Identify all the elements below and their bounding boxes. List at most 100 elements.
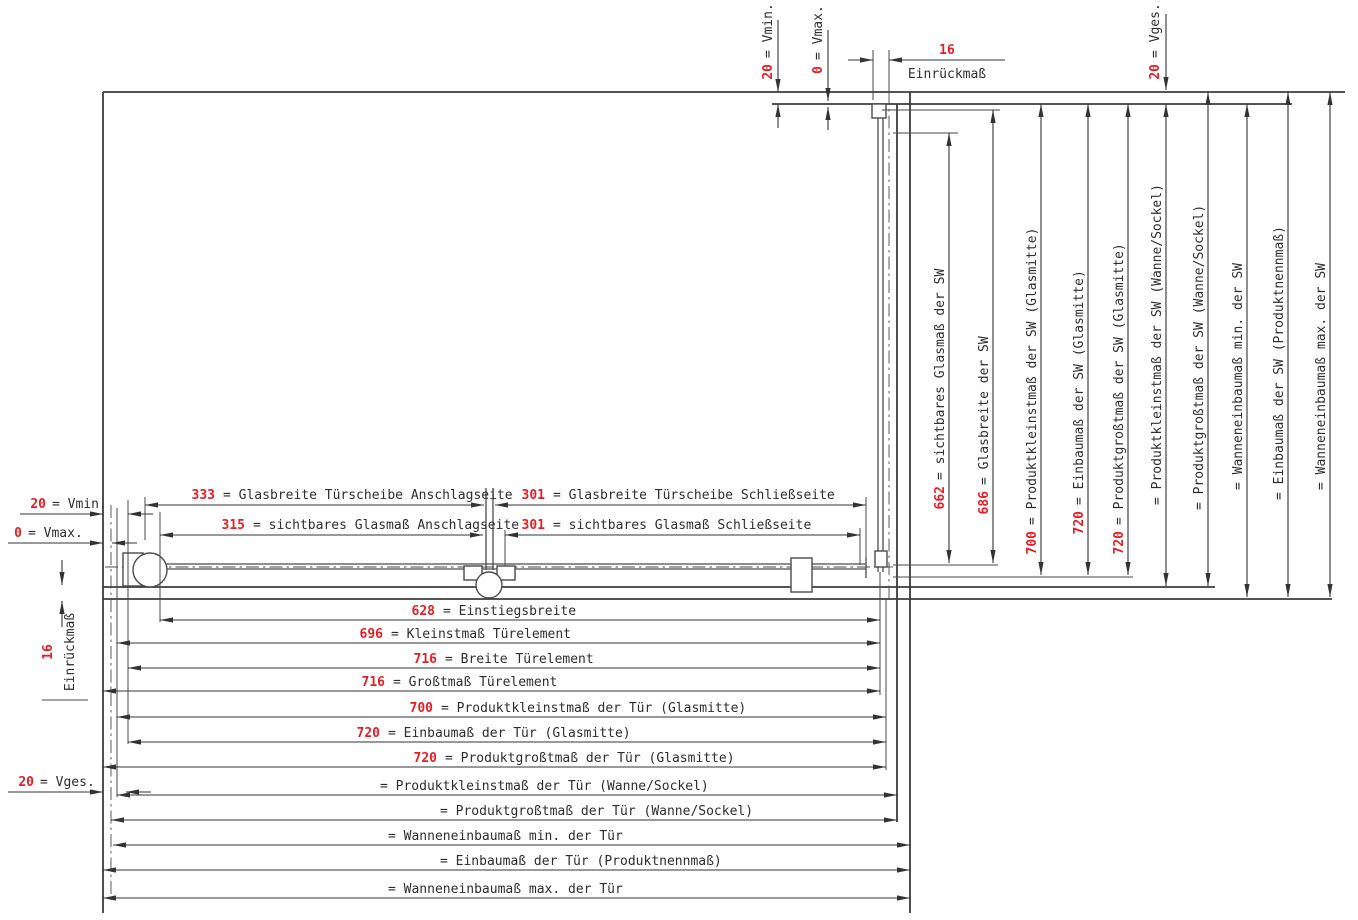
dim-door-einbaumass-produktnennmass: = Einbaumaß der Tür (Produktnennmaß) — [103, 854, 910, 873]
dim-door-produktkleinstmass-glasmitte: 700 = Produktkleinstmaß der Tür (Glasmit… — [117, 701, 886, 720]
dim-door-716a-label: = Breite Türelement — [445, 652, 594, 667]
dim-door-breite-tuerelement: 716 = Breite Türelement — [128, 652, 880, 671]
dim-left-vmax: 0 = Vmax. — [8, 526, 137, 546]
dim-top-vmin-label: = Vmin. — [761, 3, 776, 58]
door-roller-left — [132, 552, 168, 588]
dim-sw-700-label: = Produktkleinstmaß der SW (Glasmitte) — [1025, 228, 1040, 525]
extension-lines — [42, 50, 1133, 797]
dim-glass-301-b: 301 = sichtbares Glasmaß Schließseite — [505, 518, 860, 538]
dim-top-einrueckmass-label: Einrückmaß — [908, 67, 986, 82]
dim-left-vmax-value: 0 — [14, 526, 22, 541]
dim-glass-315-value: 315 — [222, 518, 245, 533]
dim-top-vmax-label: = Vmax. — [811, 5, 826, 60]
dim-sw-wmin-label: = Wanneneinbaumaß min. der SW — [1231, 263, 1246, 490]
dim-sw-pg-wanne-label: = Produktgroßtmaß der SW (Wanne/Sockel) — [1192, 205, 1207, 510]
dim-sw-720b-value: 720 — [1112, 531, 1127, 555]
dim-left-vmin: 20 = Vmin. — [20, 497, 153, 517]
dim-door-716b-value: 716 — [362, 675, 386, 690]
door-roller-middle — [475, 571, 503, 599]
dim-door-628-value: 628 — [412, 604, 436, 619]
dim-glass-315-label: = sichtbares Glasmaß Anschlagseite — [253, 518, 519, 533]
dim-door-produktgroesstmass-wanne: = Produktgroßtmaß der Tür (Wanne/Sockel) — [111, 804, 897, 823]
dim-sw-686-label: = Glasbreite der SW — [977, 336, 992, 485]
dim-sw-produktgroesstmass-wanne: = Produktgroßtmaß der SW (Wanne/Sockel) — [1192, 92, 1211, 586]
dim-top-einrueckmass: 16 Einrückmaß — [848, 43, 1005, 82]
dim-sw-700-value: 700 — [1025, 531, 1040, 555]
dim-door-produktkleinstmass-wanne: = Produktkleinstmaß der Tür (Wanne/Socke… — [117, 779, 897, 798]
dim-sw-720a-label: = Einbaumaß der SW (Glasmitte) — [1072, 270, 1087, 505]
dim-top-vmax: 0 = Vmax. — [811, 5, 831, 130]
dim-door-pg-wanne-label: = Produktgroßtmaß der Tür (Wanne/Sockel) — [440, 804, 753, 819]
dim-door-wmin-label: = Wanneneinbaumaß min. der Tür — [388, 829, 623, 844]
side-wall-glass — [871, 103, 888, 572]
dim-top-vmin-value: 20 — [761, 64, 776, 80]
side-wall-bottom-clamp — [874, 550, 888, 568]
dim-door-kleinstmass-tuerelement: 696 = Kleinstmaß Türelement — [117, 627, 880, 646]
dim-door-716b-label: = Großtmaß Türelement — [393, 675, 557, 690]
dim-sw-686-value: 686 — [977, 491, 992, 515]
dim-sw-wanneneinbaumass-min: = Wanneneinbaumaß min. der SW — [1231, 104, 1250, 597]
dim-door-produktgroesstmass-glasmitte: 720 = Produktgroßtmaß der Tür (Glasmitte… — [103, 751, 886, 770]
dim-glass-301b-value: 301 — [522, 518, 546, 533]
dim-glass-333: 333 = Glasbreite Türscheibe Anschlagseit… — [145, 488, 513, 508]
dim-door-696-value: 696 — [360, 627, 384, 642]
dim-glass-333-label: = Glasbreite Türscheibe Anschlagseite — [223, 488, 513, 503]
dim-left-vmin-value: 20 — [30, 497, 46, 512]
dim-sw-720b-label: = Produktgroßtmaß der SW (Glasmitte) — [1112, 243, 1127, 525]
door-guide-right — [496, 565, 516, 581]
dim-sw-produktkleinstmass-wanne: = Produktkleinstmaß der SW (Wanne/Sockel… — [1150, 104, 1169, 586]
dim-sw-720-einbaumass: 720 = Einbaumaß der SW (Glasmitte) — [1072, 104, 1091, 575]
dim-sw-662-value: 662 — [933, 486, 948, 509]
dim-top-vges-label: = Vges. — [1148, 3, 1163, 58]
dim-door-720b-label: = Produktgroßtmaß der Tür (Glasmitte) — [445, 751, 735, 766]
door-assembly — [122, 488, 867, 599]
door-handle-knob — [790, 557, 813, 593]
dim-glass-301a-value: 301 — [522, 488, 546, 503]
dim-door-720a-label: = Einbaumaß der Tür (Glasmitte) — [388, 726, 631, 741]
dim-left-vges: 20 = Vges. — [8, 775, 151, 795]
wall-outline — [102, 91, 1345, 913]
dim-glass-315: 315 = sichtbares Glasmaß Anschlagseite — [160, 518, 519, 538]
dim-door-groesstmass-tuerelement: 716 = Großtmaß Türelement — [103, 675, 880, 694]
dim-glass-301-a: 301 = Glasbreite Türscheibe Schließseite — [495, 488, 866, 508]
dim-left-einrueckmass: 16 Einrückmaß — [41, 560, 78, 691]
dim-glass-333-value: 333 — [192, 488, 215, 503]
dim-top-vges: 20 = Vges. — [1148, 3, 1169, 90]
dim-sw-686: 686 = Glasbreite der SW — [977, 110, 996, 563]
dim-glass-301b-label: = sichtbares Glasmaß Schließseite — [553, 518, 811, 533]
dim-sw-720a-value: 720 — [1072, 511, 1087, 535]
dim-sw-einbau-label: = Einbaumaß der SW (Produktnennmaß) — [1272, 226, 1287, 500]
dim-glass-301a-label: = Glasbreite Türscheibe Schließseite — [553, 488, 835, 503]
dim-door-700-label: = Produktkleinstmaß der Tür (Glasmitte) — [441, 701, 746, 716]
dim-sw-pk-wanne-label: = Produktkleinstmaß der SW (Wanne/Sockel… — [1150, 184, 1165, 505]
dim-top-vmin: 20 = Vmin. — [761, 3, 781, 128]
dim-door-720b-value: 720 — [414, 751, 438, 766]
door-guide-left — [463, 565, 483, 581]
dim-sw-wanneneinbaumass-max: = Wanneneinbaumaß max. der SW — [1314, 92, 1333, 597]
dim-left-vges-value: 20 — [18, 775, 34, 790]
dim-left-einrueckmass-label: Einrückmaß — [63, 613, 78, 691]
dim-door-696-label: = Kleinstmaß Türelement — [391, 627, 571, 642]
dim-sw-662-label: = sichtbares Glasmaß der SW — [933, 269, 948, 480]
dim-left-einrueckmass-value: 16 — [41, 644, 56, 660]
dim-top-vges-value: 20 — [1148, 64, 1163, 80]
dim-sw-wmax-label: = Wanneneinbaumaß max. der SW — [1314, 263, 1329, 490]
dim-door-wmax-label: = Wanneneinbaumaß max. der Tür — [388, 882, 623, 897]
dim-left-vmax-label: = Vmax. — [28, 526, 83, 541]
dim-door-628-label: = Einstiegsbreite — [443, 604, 576, 619]
dim-sw-700: 700 = Produktkleinstmaß der SW (Glasmitt… — [1025, 104, 1044, 575]
dim-door-pk-wanne-label: = Produktkleinstmaß der Tür (Wanne/Socke… — [380, 779, 709, 794]
dim-door-einbaumass-glasmitte: 720 = Einbaumaß der Tür (Glasmitte) — [128, 726, 886, 745]
dim-sw-720-produktgroesstmass: 720 = Produktgroßtmaß der SW (Glasmitte) — [1112, 104, 1131, 575]
dim-door-716a-value: 716 — [414, 652, 438, 667]
dim-door-wanneneinbaumass-min: = Wanneneinbaumaß min. der Tür — [113, 829, 910, 848]
dim-sw-662: 662 = sichtbares Glasmaß der SW — [933, 133, 952, 563]
dim-door-wanneneinbaumass-max: = Wanneneinbaumaß max. der Tür — [103, 882, 910, 901]
dim-top-einrueckmass-value: 16 — [939, 43, 955, 58]
dim-door-700-value: 700 — [410, 701, 434, 716]
side-wall-wall-profile — [871, 103, 887, 119]
dim-sw-einbaumass-produktnennmass: = Einbaumaß der SW (Produktnennmaß) — [1272, 92, 1291, 597]
dim-left-vges-label: = Vges. — [40, 775, 95, 790]
dim-door-720a-value: 720 — [357, 726, 381, 741]
